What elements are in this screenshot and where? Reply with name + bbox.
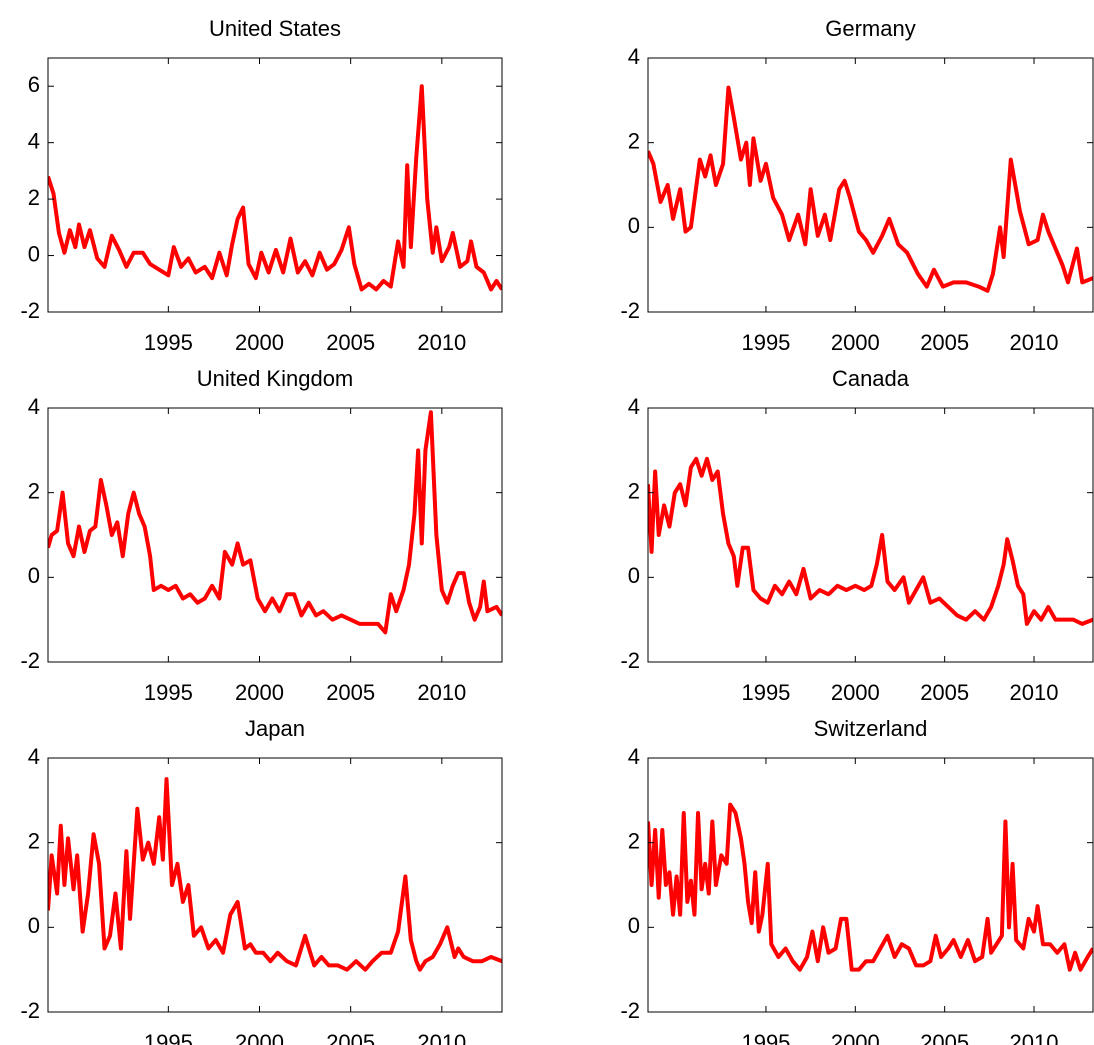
- x-tick-label: 2010: [417, 1030, 466, 1045]
- subplot: Germany -2 0 2 4 1995 2000 2005 2010: [620, 16, 1094, 355]
- subplot-title: Japan: [245, 716, 305, 741]
- x-tick-label: 1995: [144, 680, 193, 705]
- data-line: [648, 802, 1093, 972]
- x-tick-label: 2005: [326, 680, 375, 705]
- x-tick-label: 2000: [235, 680, 284, 705]
- x-tick-label: 2000: [831, 680, 880, 705]
- subplot-title: Canada: [832, 366, 910, 391]
- data-line: [48, 410, 502, 635]
- x-tick-label: 1995: [741, 1030, 790, 1045]
- x-tick-label: 2005: [920, 1030, 969, 1045]
- plot-area: [648, 85, 1093, 293]
- data-line: [648, 456, 1093, 626]
- x-tick-label: 1995: [144, 330, 193, 355]
- y-tick-label: -2: [20, 648, 40, 673]
- x-tick-label: 2005: [920, 330, 969, 355]
- x-tick-label: 2010: [1010, 1030, 1059, 1045]
- x-tick-label: 2005: [920, 680, 969, 705]
- plot-area: [648, 802, 1093, 972]
- plot-area: [48, 777, 502, 972]
- axes-frame: [47, 757, 503, 1013]
- y-tick-label: 4: [628, 394, 640, 419]
- y-tick-label: 4: [628, 744, 640, 769]
- axes-frame: [647, 757, 1094, 1013]
- axes-frame: [647, 407, 1094, 663]
- y-tick-label: 0: [28, 563, 40, 588]
- x-tick-label: 2010: [417, 680, 466, 705]
- y-tick-label: 0: [628, 213, 640, 238]
- subplot-title: Switzerland: [814, 716, 928, 741]
- y-tick-label: 2: [28, 478, 40, 503]
- y-tick-label: -2: [620, 298, 640, 323]
- subplot: Canada -2 0 2 4 1995 2000 2005 2010: [620, 366, 1094, 705]
- data-line: [648, 85, 1093, 293]
- y-tick-label: 4: [628, 44, 640, 69]
- x-tick-label: 1995: [741, 330, 790, 355]
- x-tick-label: 1995: [741, 680, 790, 705]
- axes-frame: [47, 57, 503, 313]
- y-tick-label: 2: [28, 185, 40, 210]
- x-tick-label: 2000: [235, 1030, 284, 1045]
- x-tick-label: 2005: [326, 330, 375, 355]
- x-tick-label: 2005: [326, 1030, 375, 1045]
- axes-frame: [47, 407, 503, 663]
- y-tick-label: 0: [28, 913, 40, 938]
- y-tick-label: 2: [628, 478, 640, 503]
- plot-area: [48, 84, 502, 292]
- plot-area: [48, 410, 502, 635]
- y-tick-label: -2: [20, 998, 40, 1023]
- x-tick-label: 2000: [235, 330, 284, 355]
- subplot-title: Germany: [825, 16, 915, 41]
- y-tick-label: -2: [620, 648, 640, 673]
- y-tick-label: 2: [628, 128, 640, 153]
- subplot: Japan -2 0 2 4 1995 2000 2005 2010: [20, 716, 503, 1045]
- subplot: United Kingdom -2 0 2 4 1995 2000 2005 2010: [20, 366, 503, 705]
- x-tick-label: 2000: [831, 1030, 880, 1045]
- subplot-title: United Kingdom: [197, 366, 354, 391]
- y-tick-label: 0: [628, 913, 640, 938]
- x-tick-label: 2010: [1010, 330, 1059, 355]
- x-tick-label: 2010: [1010, 680, 1059, 705]
- subplot-title: United States: [209, 16, 341, 41]
- y-tick-label: 4: [28, 394, 40, 419]
- x-tick-label: 2000: [831, 330, 880, 355]
- plot-area: [648, 456, 1093, 626]
- data-line: [48, 777, 502, 972]
- y-tick-label: 6: [28, 72, 40, 97]
- subplot: Switzerland -2 0 2 4 1995 2000 2005 2010: [620, 716, 1094, 1045]
- y-tick-label: 4: [28, 744, 40, 769]
- subplot: United States -2 0 2 4 6 1995 2000 2005 2010: [20, 16, 503, 355]
- axes-frame: [647, 57, 1094, 313]
- y-tick-label: 0: [628, 563, 640, 588]
- y-tick-label: -2: [620, 998, 640, 1023]
- y-tick-label: 0: [28, 241, 40, 266]
- y-tick-label: -2: [20, 298, 40, 323]
- x-tick-label: 1995: [144, 1030, 193, 1045]
- data-line: [48, 84, 502, 292]
- x-tick-label: 2010: [417, 330, 466, 355]
- y-tick-label: 4: [28, 128, 40, 153]
- y-tick-label: 2: [628, 828, 640, 853]
- y-tick-label: 2: [28, 828, 40, 853]
